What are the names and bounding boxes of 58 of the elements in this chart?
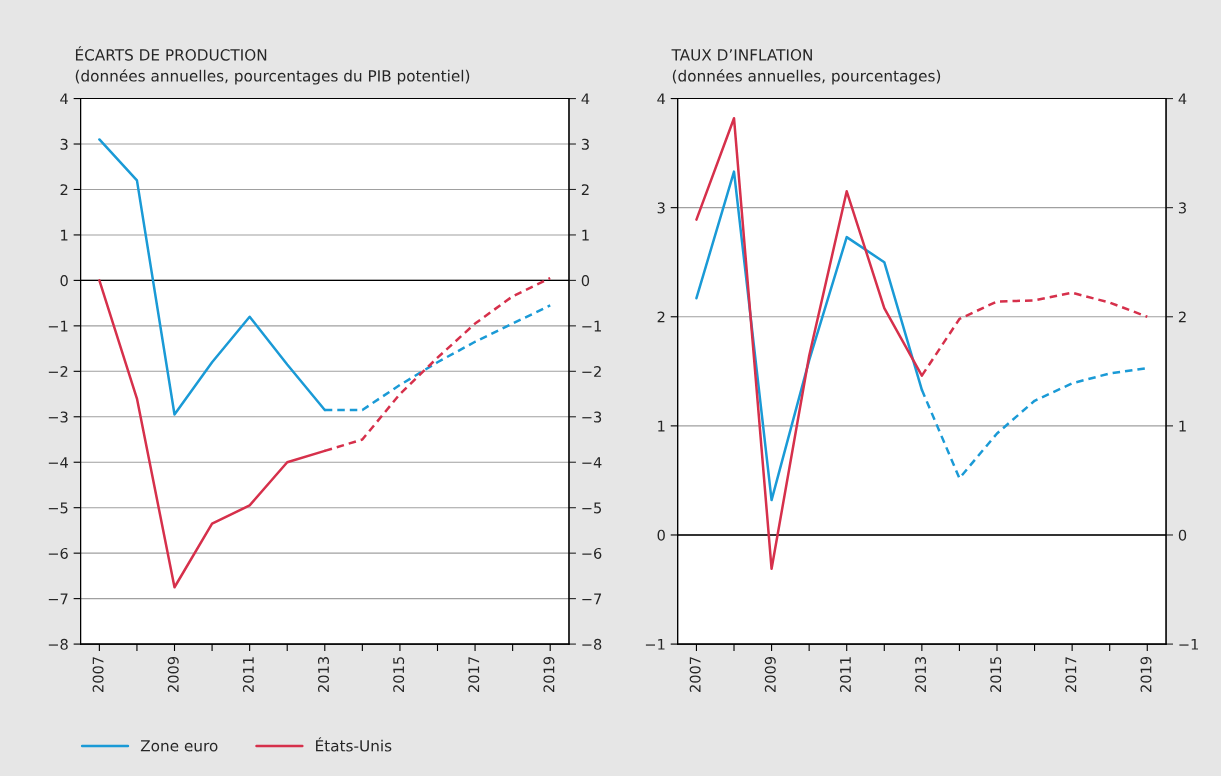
y-tick-label: 2 xyxy=(60,184,68,196)
y2-tick-label: 0 xyxy=(581,275,590,287)
x-tick-label: 2009 xyxy=(764,656,776,692)
y2-tick-label: −7 xyxy=(582,593,602,605)
x-tick-label: 2019 xyxy=(543,656,555,692)
y-tick-label: −4 xyxy=(48,457,68,468)
legend-label: Zone euro xyxy=(140,740,218,752)
x-tick-label: 2013 xyxy=(317,657,330,692)
y-tick-label: 4 xyxy=(60,93,68,105)
chart-subtitle: (données annuelles, pourcentages) xyxy=(672,69,941,85)
x-tick-label: 2011 xyxy=(839,657,851,692)
y-tick-label: 2 xyxy=(657,311,665,323)
y-tick-label: 3 xyxy=(657,202,665,214)
x-tick-label: 2017 xyxy=(468,657,480,692)
y-tick-label: 0 xyxy=(60,275,68,287)
x-tick-label: 2007 xyxy=(689,657,701,692)
y2-tick-label: −4 xyxy=(582,457,602,468)
y2-tick-label: −3 xyxy=(582,411,602,423)
y2-tick-label: 2 xyxy=(581,184,589,196)
x-tick-label: 2015 xyxy=(393,657,405,692)
y-tick-label: 1 xyxy=(658,420,665,432)
y2-tick-label: 4 xyxy=(581,93,590,105)
y-tick-label: 0 xyxy=(657,529,665,541)
y2-tick-label: −2 xyxy=(582,366,601,377)
y-tick-label: −2 xyxy=(48,366,68,377)
x-tick-label: 2007 xyxy=(92,657,104,692)
y-tick-label: −5 xyxy=(48,502,68,514)
y2-tick-label: −1 xyxy=(582,320,601,332)
y2-tick-label: −5 xyxy=(582,502,602,514)
y-tick-label: −7 xyxy=(48,593,68,605)
y-tick-label: 3 xyxy=(60,138,68,150)
y-tick-label: −3 xyxy=(48,411,68,423)
y2-tick-label: 3 xyxy=(581,138,589,150)
y2-tick-label: −6 xyxy=(582,547,602,559)
y-tick-label: 1 xyxy=(61,229,68,241)
y2-tick-label: 4 xyxy=(1178,93,1187,105)
chart-subtitle: (données annuelles, pourcentages du PIB potentiel) xyxy=(75,69,470,85)
y-tick-label: −1 xyxy=(48,320,68,332)
x-tick-label: 2013 xyxy=(915,657,927,692)
x-tick-label: 2017 xyxy=(1065,657,1077,692)
y-tick-label: 4 xyxy=(657,93,666,105)
y2-tick-label: 1 xyxy=(582,229,589,241)
chart-title: ÉCARTS DE PRODUCTION xyxy=(75,46,267,61)
x-tick-label: 2009 xyxy=(167,656,179,692)
y-tick-label: −8 xyxy=(48,638,68,650)
y2-tick-label: 1 xyxy=(1179,420,1186,432)
y2-tick-label: −8 xyxy=(582,638,602,650)
x-tick-label: 2011 xyxy=(242,657,254,692)
y-tick-label: −1 xyxy=(645,638,665,650)
legend-label: États-Unis xyxy=(316,737,392,752)
x-tick-label: 2015 xyxy=(990,657,1002,692)
x-tick-label: 2019 xyxy=(1140,656,1152,692)
y-tick-label: −6 xyxy=(48,547,68,559)
y2-tick-label: 3 xyxy=(1178,202,1186,214)
chart-title: TAUX D’INFLATION xyxy=(671,49,812,61)
y2-tick-label: 2 xyxy=(1178,311,1186,323)
y2-tick-label: −1 xyxy=(1179,638,1199,650)
y2-tick-label: 0 xyxy=(1178,529,1187,541)
